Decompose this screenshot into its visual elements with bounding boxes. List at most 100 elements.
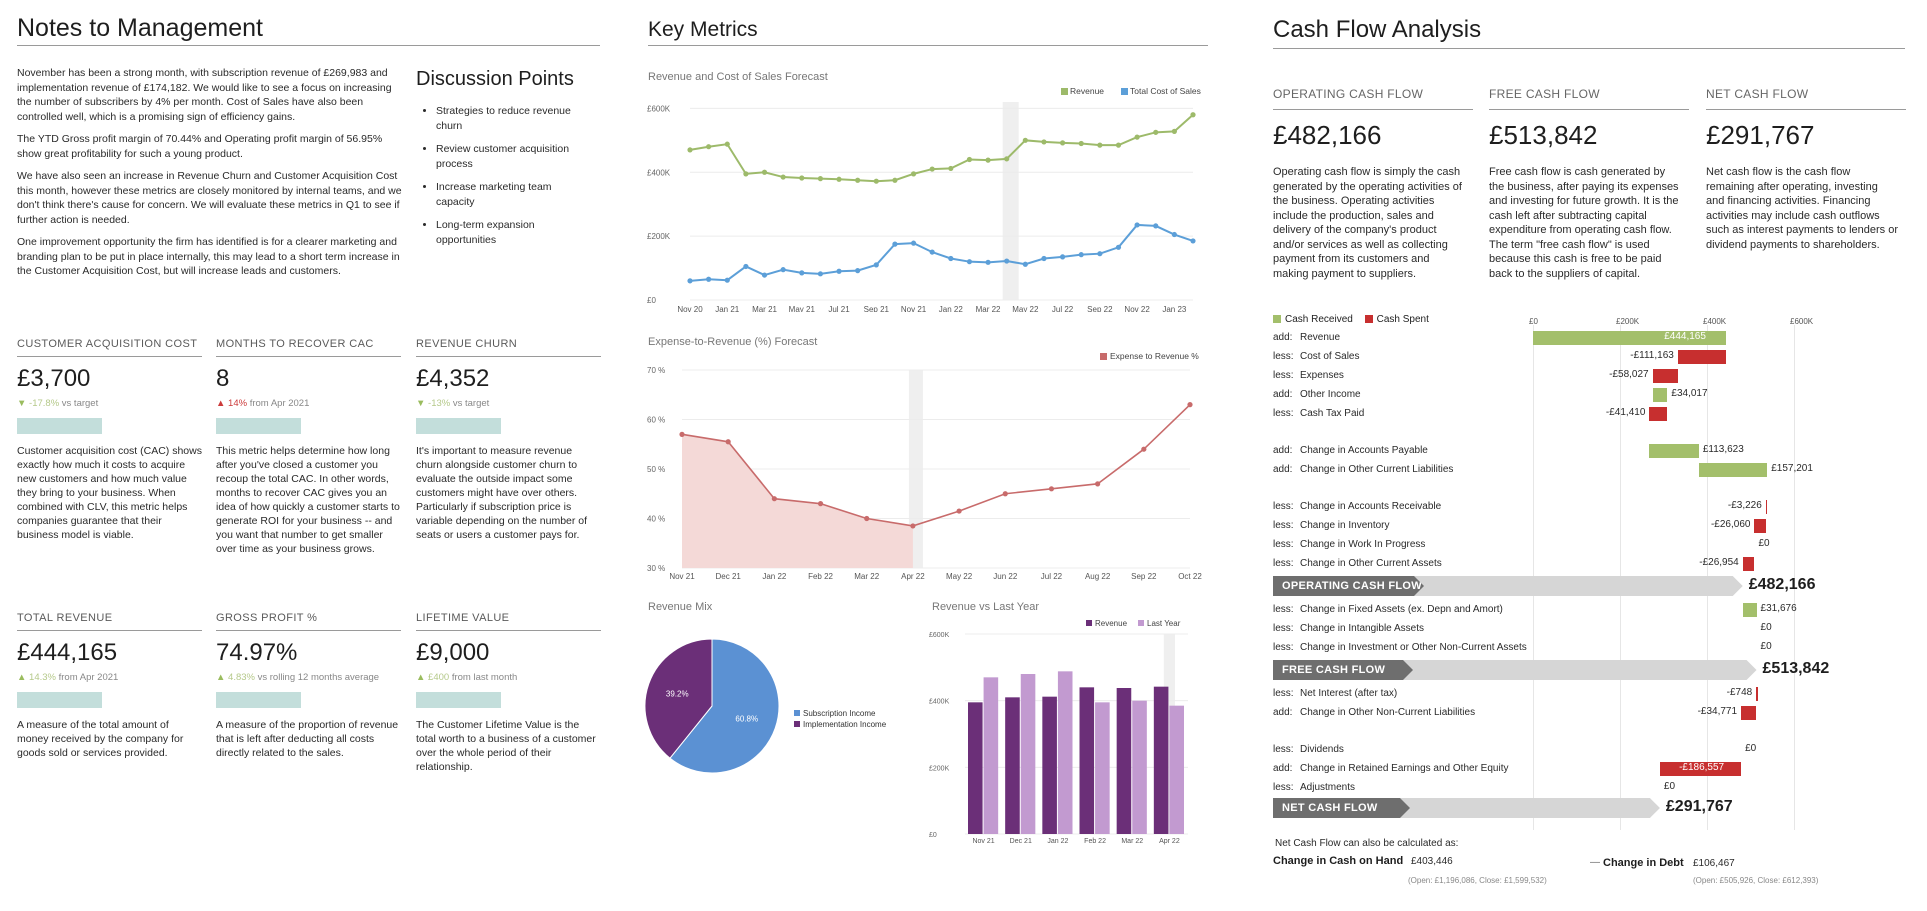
kpi-card: TOTAL REVENUE £444,165 ▲ 14.3% from Apr 20… (17, 612, 202, 760)
waterfall-bar (1659, 762, 1742, 776)
data-point (855, 177, 861, 183)
kpi-divider (416, 630, 601, 631)
row-label: Revenue (1300, 332, 1341, 343)
legend-label: Revenue (1070, 86, 1104, 96)
banner-label: FREE CASH FLOW (1273, 660, 1413, 680)
x-tick-label: Sep 22 (1087, 305, 1113, 312)
x-tick-label: Sep 22 (1131, 572, 1157, 581)
bar-revenue (968, 702, 983, 834)
kpi-delta: ▲ 14% from Apr 2021 (216, 398, 401, 409)
cashflow-summary-card: OPERATING CASH FLOW £482,166 Operating cas… (1273, 87, 1473, 281)
revenue-mix-title: Revenue Mix (648, 601, 713, 613)
kpi-delta-value: -17.8% (29, 398, 60, 409)
data-point (1190, 112, 1196, 118)
data-point (1022, 261, 1028, 267)
x-tick-label: Jan 22 (762, 572, 787, 581)
bar-last-year (1020, 674, 1036, 834)
kpi-delta-text: vs target (452, 398, 490, 409)
y-tick-label: 50 % (647, 465, 665, 474)
banner-label: OPERATING CASH FLOW (1273, 576, 1424, 596)
kpi-delta-text: from Apr 2021 (249, 398, 310, 409)
row-prefix: add: (1273, 445, 1293, 456)
kpi-delta: ▼ -17.8% vs target (17, 398, 202, 409)
row-prefix: less: (1273, 520, 1294, 531)
kpi-card: GROSS PROFIT % 74.97% ▲ 4.83% vs rolling 1… (216, 612, 401, 760)
waterfall-bar (1652, 369, 1678, 383)
banner-value: £513,842 (1762, 660, 1830, 677)
notes-title: Notes to Management (17, 14, 263, 42)
row-prefix: less: (1273, 623, 1294, 634)
bar-last-year (1169, 705, 1184, 834)
y-tick-label: £600K (929, 632, 950, 639)
notes-paragraph: One improvement opportunity the firm has… (17, 236, 400, 277)
data-point (761, 272, 768, 278)
key-metrics-title: Key Metrics (648, 18, 758, 41)
summary-value: £513,842 (1489, 120, 1598, 150)
data-point (1097, 251, 1103, 257)
data-point (725, 439, 731, 445)
row-label: Change in Other Current Assets (1300, 558, 1442, 569)
cashflow-legend: Cash Received Cash Spent (1273, 314, 1429, 325)
cash-on-hand-sub: (Open: £1,196,086, Close: £1,599,532) (1408, 876, 1547, 885)
legend-swatch (794, 721, 800, 727)
x-tick-label: Aug 22 (1085, 572, 1111, 581)
forecast-marker (1002, 102, 1019, 300)
kpi-value: £3,700 (17, 365, 91, 392)
data-point (706, 144, 712, 150)
waterfall-row: add: Change in Other Current Liabilities (1273, 464, 1453, 475)
y-tick-label: 30 % (647, 564, 665, 573)
kpi-divider (17, 630, 202, 631)
axis-tick: £0 (1529, 317, 1538, 326)
data-point (1097, 142, 1103, 148)
data-point (910, 240, 917, 246)
data-point (855, 268, 861, 274)
row-prefix: less: (1273, 351, 1294, 362)
legend-label: Last Year (1147, 619, 1181, 628)
row-label: Cost of Sales (1300, 351, 1360, 362)
x-tick-label: Dec 21 (716, 572, 742, 581)
x-tick-label: Nov 21 (901, 305, 927, 312)
kpi-description: A measure of the proportion of revenue t… (216, 719, 399, 759)
x-tick-label: Apr 22 (1159, 838, 1180, 845)
discussion-item: Review customer acquisition process (436, 142, 592, 171)
data-point (836, 176, 842, 182)
data-point (948, 255, 954, 262)
data-point (873, 262, 879, 268)
discussion-item: Increase marketing team capacity (436, 180, 592, 209)
kpi-card: REVENUE CHURN £4,352 ▼ -13% vs target It's … (416, 338, 601, 542)
waterfall-value: -£748 (1726, 687, 1753, 698)
data-point (929, 249, 935, 255)
debt-value: £106,467 (1693, 858, 1735, 869)
bar-last-year (983, 677, 999, 834)
waterfall-bar (1677, 350, 1727, 364)
footer-dash: — (1590, 857, 1600, 868)
kpi-card: CUSTOMER ACQUISITION COST £3,700 ▼ -17.8% … (17, 338, 202, 542)
data-point (799, 175, 805, 181)
waterfall-bar (1649, 407, 1668, 421)
data-point (761, 169, 768, 175)
waterfall-row: less: Change in Inventory (1273, 520, 1390, 531)
waterfall-row: add: Change in Accounts Payable (1273, 445, 1428, 456)
waterfall-bar (1742, 603, 1757, 617)
data-point (1115, 244, 1122, 250)
revenue-mix-chart: 60.8% 39.2% Subscription Income Implementat… (645, 638, 887, 774)
data-point (966, 259, 973, 265)
data-point (892, 241, 898, 247)
data-point (1041, 255, 1047, 262)
summary-divider (1273, 109, 1473, 110)
x-tick-label: Sep 21 (864, 305, 890, 312)
kpi-delta-value: 4.83% (228, 672, 255, 683)
row-prefix: add: (1273, 464, 1293, 475)
x-tick-label: Jan 23 (1162, 305, 1187, 312)
kpi-description: It's important to measure revenue churn … (416, 445, 588, 541)
data-point (1078, 252, 1084, 258)
kpi-description: This metric helps determine how long aft… (216, 445, 400, 555)
row-prefix: less: (1273, 642, 1294, 653)
x-tick-label: Nov 20 (677, 305, 703, 312)
summary-head: FREE CASH FLOW (1489, 87, 1600, 101)
trend-icon: ▲ (17, 672, 30, 683)
x-tick-label: Apr 22 (901, 572, 925, 581)
legend-swatch (1273, 315, 1281, 324)
series-line-revenue (689, 114, 1194, 183)
summary-divider (1706, 109, 1906, 110)
